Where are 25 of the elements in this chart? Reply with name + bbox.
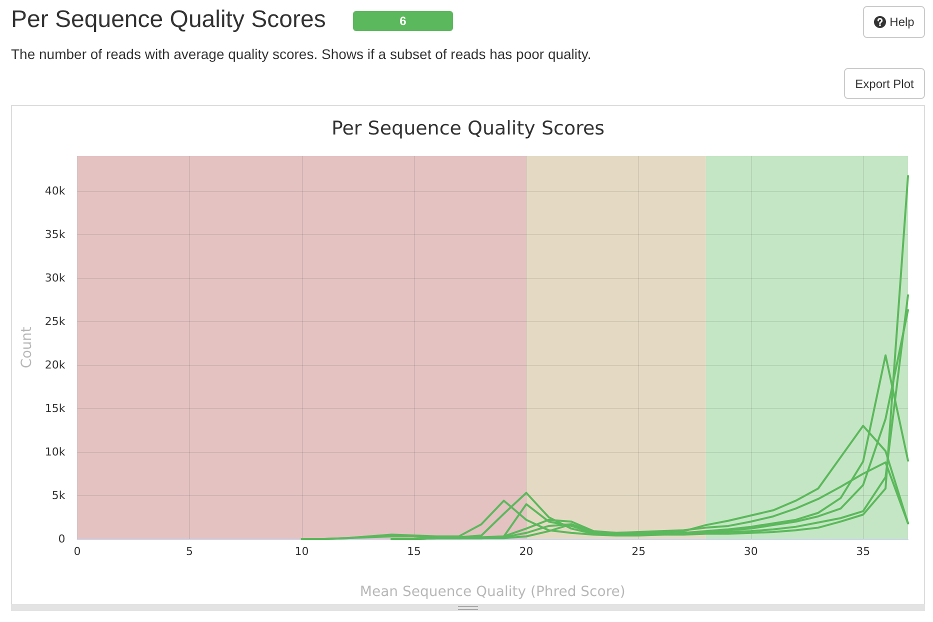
y-axis-title: Count	[19, 326, 35, 368]
chart-title: Per Sequence Quality Scores	[331, 118, 605, 140]
x-tick-label: 35	[856, 545, 870, 558]
x-tick-label: 20	[519, 545, 534, 558]
y-tick-label: 10k	[44, 445, 66, 458]
x-tick-label: 15	[407, 545, 422, 558]
y-tick-label: 20k	[44, 358, 66, 372]
text: Per Sequence Quality Scores	[11, 5, 326, 35]
y-tick-label: 0	[58, 532, 66, 546]
x-axis-title: Mean Sequence Quality (Phred Score)	[360, 584, 626, 600]
text: Help	[890, 15, 914, 29]
chart-subtitle: The number of reads with average quality scores. Shows if a subset of reads has poor quality.	[11, 45, 592, 63]
y-tick-label: 30k	[44, 271, 66, 284]
x-tick-label: 5	[186, 545, 194, 558]
x-tick-label: 25	[632, 545, 646, 558]
y-tick-label: 40k	[44, 184, 66, 198]
y-tick-label: 15k	[44, 402, 66, 415]
text: Export Plot	[844, 68, 925, 99]
x-tick-label: 10	[294, 545, 309, 558]
x-tick-label: 0	[74, 545, 81, 558]
x-tick-label: 30	[744, 545, 758, 558]
y-tick-label: 25k	[44, 314, 66, 328]
y-tick-label: 5k	[52, 488, 66, 502]
y-tick-label: 35k	[44, 228, 66, 241]
text: 6	[353, 11, 453, 31]
